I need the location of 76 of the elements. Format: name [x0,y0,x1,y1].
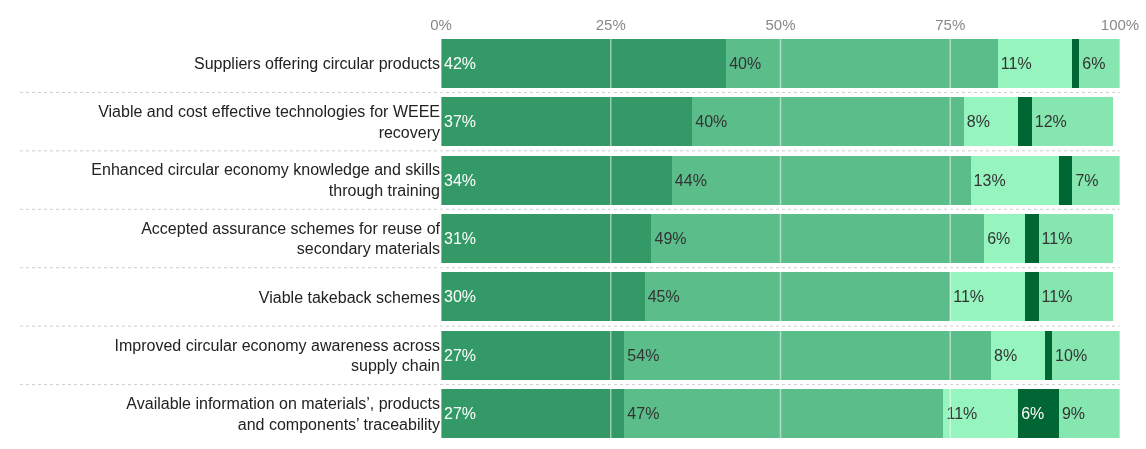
y-tick-label: Enhanced circular economy knowledge and skills through training [91,161,440,200]
bar [950,272,1025,322]
bar [1072,38,1080,88]
bar [1058,389,1120,439]
data-label: 12% [1034,113,1067,131]
bar [441,38,727,88]
data-label: 8% [993,346,1018,364]
data-label: 11% [953,288,985,306]
bar [441,97,693,147]
bar [441,330,625,380]
x-tick-label: 75% [935,16,966,33]
y-tick-label: Improved circular economy awareness across supply chain [114,336,440,375]
bar [441,389,625,439]
data-label: 9% [1061,405,1086,423]
data-label: 7% [1075,171,1099,189]
data-label: 42% [444,54,477,72]
data-label: 45% [647,288,680,306]
bar [1058,155,1073,205]
y-tick-label: Available information on materials’, products and components’ traceability [126,394,440,433]
data-label: 8% [966,113,990,131]
x-tick-label: 50% [765,16,796,33]
y-tick-label: Viable and cost effective technologies for WEEE recovery [98,102,440,141]
bar [441,155,672,205]
data-label: 40% [695,113,728,131]
x-tick-label: 100% [1100,16,1140,33]
bar [990,330,1046,380]
bar [671,155,971,205]
bar [1018,97,1032,147]
bar [1052,330,1120,380]
x-tick-label: 0% [430,16,452,33]
bar [970,155,1059,205]
bar [644,272,951,322]
data-label: 6% [1021,405,1045,423]
data-label: 30% [444,288,477,306]
data-label: 44% [674,171,707,189]
bar [997,38,1073,88]
data-label: 40% [729,54,762,72]
data-label: 6% [987,230,1011,247]
bar [943,389,1019,439]
data-label: 54% [627,346,660,364]
bar [441,213,652,264]
bar [1038,213,1114,264]
data-label: 27% [444,405,477,423]
bar [963,97,1019,147]
data-label: 11% [1041,230,1073,247]
data-label: 31% [444,230,477,247]
data-label: 49% [654,230,687,247]
bar [651,213,985,264]
bar [1072,155,1120,205]
bar [984,213,1025,264]
data-label: 11% [1000,54,1032,72]
bar [1038,272,1114,322]
bar [1024,213,1039,264]
y-tick-label: Suppliers offering circular products [193,54,440,72]
data-label: 27% [444,346,477,364]
bar [692,97,964,147]
data-label: 47% [627,405,660,423]
bar [1018,389,1059,439]
data-label: 11% [946,405,978,423]
bar [1045,330,1053,380]
data-label: 37% [444,113,477,131]
y-tick-label: Viable takeback schemes [258,288,440,306]
y-tick-label: Accepted assurance schemes for reuse of secondary materials [141,219,441,258]
bar [726,38,998,88]
bar [624,330,991,380]
bar [441,272,645,322]
x-tick-label: 25% [595,16,626,33]
bar [1079,38,1120,88]
data-label: 6% [1082,54,1106,72]
data-label: 13% [973,171,1006,189]
data-label: 11% [1041,288,1073,306]
bar [1031,97,1114,147]
bar [624,389,944,439]
bar [1024,272,1039,322]
data-label: 34% [444,171,477,189]
data-label: 10% [1055,346,1088,364]
